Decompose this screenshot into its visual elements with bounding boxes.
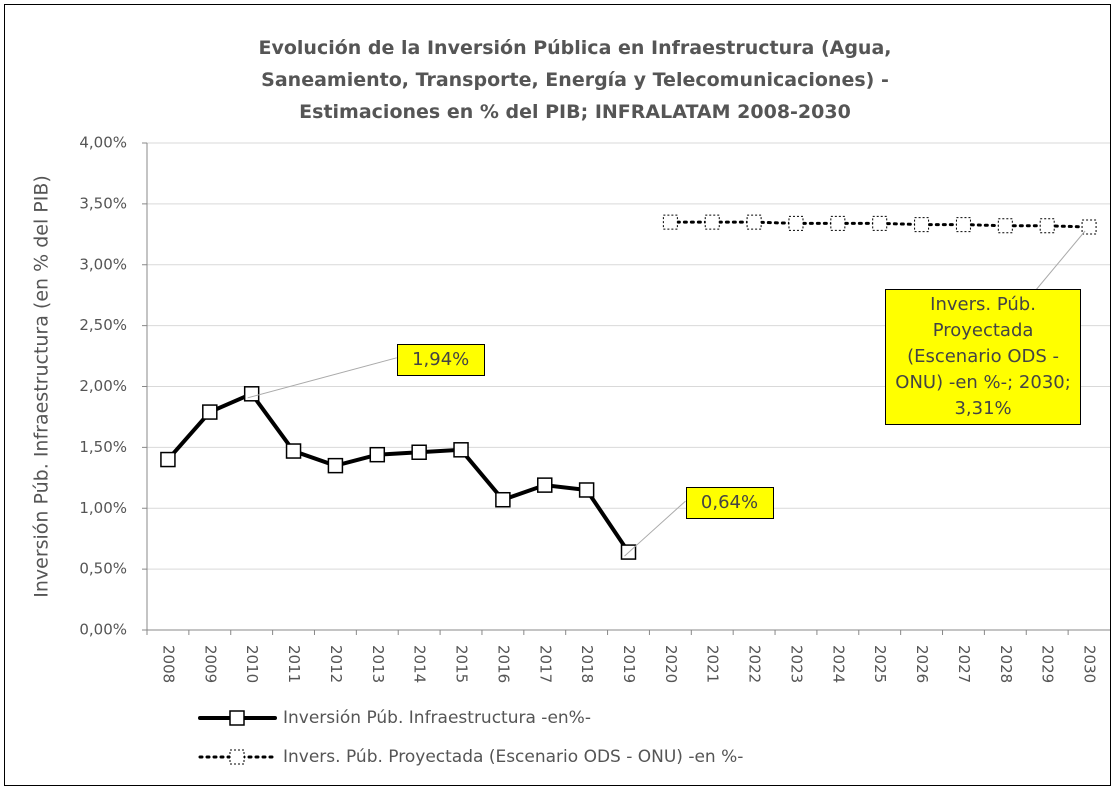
legend-marker <box>229 749 245 765</box>
x-tick-label: 2012 <box>327 645 345 683</box>
x-tick-label: 2023 <box>787 645 805 683</box>
label-leader <box>624 500 686 557</box>
x-tick-label: 2014 <box>411 645 429 683</box>
x-tick-label: 2015 <box>453 645 471 683</box>
chart-title: Evolución de la Inversión Pública en Inf… <box>258 37 892 123</box>
y-tick-label: 0,50% <box>79 560 127 578</box>
point-marker <box>872 215 888 231</box>
point-marker <box>997 218 1013 234</box>
point-marker <box>914 217 930 233</box>
point-marker <box>243 386 260 402</box>
point-marker <box>578 482 595 498</box>
point-marker <box>285 443 302 459</box>
data-label: 0,64% <box>685 487 774 520</box>
x-tick-label: 2009 <box>201 645 219 683</box>
label-leader <box>247 357 397 399</box>
y-tick-label: 4,00% <box>79 134 127 152</box>
y-tick-label: 1,50% <box>79 438 127 456</box>
point-marker <box>327 457 344 474</box>
point-marker <box>704 214 720 230</box>
point-marker <box>1081 219 1097 235</box>
series-line <box>165 391 631 555</box>
y-tick-label: 2,50% <box>79 316 127 334</box>
x-tick-label: 2019 <box>620 645 638 683</box>
x-tick-label: 2020 <box>662 645 680 683</box>
point-marker <box>411 444 427 460</box>
x-tick-label: 2016 <box>494 645 512 683</box>
point-marker <box>453 442 469 458</box>
x-tick-label: 2028 <box>997 645 1015 683</box>
y-tick-label: 3,50% <box>79 194 127 212</box>
y-tick-label: 3,00% <box>79 255 127 273</box>
x-tick-label: 2029 <box>1039 645 1057 683</box>
x-tick-label: 2030 <box>1081 645 1099 683</box>
x-tick-label: 2027 <box>955 645 973 683</box>
legend-label: Invers. Púb. Proyectada (Escenario ODS -… <box>283 747 743 767</box>
x-tick-label: 2013 <box>369 645 387 683</box>
x-tick-label: 2011 <box>285 645 303 683</box>
point-marker <box>955 217 971 233</box>
point-marker <box>746 214 762 230</box>
y-tick-label: 0,00% <box>79 621 127 639</box>
x-tick-label: 2022 <box>746 645 764 683</box>
point-marker <box>160 451 176 468</box>
y-tick-label: 1,00% <box>79 499 127 517</box>
legend-marker <box>229 710 245 726</box>
x-tick-label: 2018 <box>578 645 596 683</box>
point-marker <box>830 215 846 231</box>
point-marker <box>202 404 218 420</box>
y-tick-label: 2,00% <box>79 377 127 395</box>
x-tick-label: 2026 <box>913 645 931 683</box>
legend-label: Inversión Púb. Infraestructura -en%- <box>283 708 591 728</box>
x-tick-label: 2008 <box>159 645 177 683</box>
data-label: Invers. Púb. Proyectada (Escenario ODS -… <box>885 289 1082 425</box>
x-tick-label: 2024 <box>829 645 847 683</box>
point-marker <box>495 491 511 508</box>
x-tick-label: 2010 <box>243 645 261 683</box>
point-marker <box>1039 218 1055 234</box>
data-label: 1,94% <box>396 343 485 376</box>
y-axis-title: Inversión Púb. Infraestructura (en % del… <box>31 175 53 598</box>
x-tick-label: 2017 <box>536 645 554 683</box>
chart-frame <box>4 4 1111 786</box>
x-tick-label: 2025 <box>871 645 889 683</box>
point-marker <box>788 215 804 231</box>
x-tick-label: 2021 <box>704 645 722 683</box>
point-marker <box>369 446 386 463</box>
point-marker <box>537 477 553 493</box>
point-marker <box>662 214 678 230</box>
